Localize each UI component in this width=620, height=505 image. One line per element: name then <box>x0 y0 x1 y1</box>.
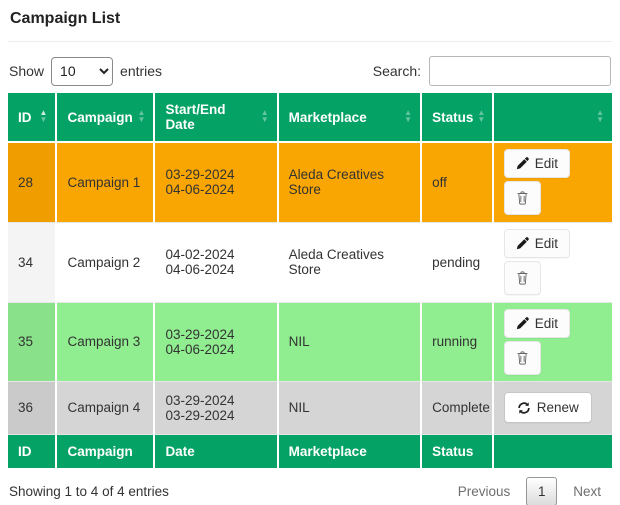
cell-marketplace: Aleda Creatives Store <box>277 142 423 223</box>
table-row: 35 Campaign 3 03-29-2024 04-06-2024 NIL … <box>8 302 612 382</box>
footer-header-id: ID <box>8 433 58 468</box>
show-label: Show <box>9 63 45 79</box>
cell-date: 03-29-2024 04-06-2024 <box>154 142 279 223</box>
header-row: ID ▲ ▼ Campaign ▲ ▼ Start/End Date ▲ ▼ Mark… <box>8 93 612 143</box>
cell-actions: Edit <box>492 302 612 382</box>
cell-marketplace: NIL <box>277 302 423 382</box>
sort-arrows-icon: ▲ ▼ <box>596 108 604 124</box>
sort-arrows-icon: ▲ ▼ <box>137 108 146 124</box>
cell-id: 35 <box>8 302 58 382</box>
cell-date: 03-29-2024 04-06-2024 <box>154 302 279 382</box>
cell-status: Complete <box>421 381 494 435</box>
pencil-icon <box>516 157 529 170</box>
edit-button[interactable]: Edit <box>503 308 571 338</box>
refresh-icon <box>517 401 531 415</box>
delete-button[interactable] <box>503 340 541 375</box>
sort-arrows-icon: ▲ ▼ <box>39 108 48 124</box>
page-length-control: Show 10 entries <box>9 56 163 86</box>
footer-header-date: Date <box>154 433 279 468</box>
cell-campaign: Campaign 2 <box>56 222 156 303</box>
footer-header-campaign: Campaign <box>56 433 156 468</box>
divider <box>8 41 612 42</box>
pencil-icon <box>516 237 529 250</box>
cell-status: off <box>421 142 494 223</box>
cell-actions: Edit <box>492 222 612 303</box>
cell-campaign: Campaign 1 <box>56 142 156 223</box>
cell-date: 04-02-2024 04-06-2024 <box>154 222 279 303</box>
column-header-date[interactable]: Start/End Date ▲ ▼ <box>154 93 279 143</box>
renew-button[interactable]: Renew <box>503 392 592 423</box>
trash-icon <box>516 191 529 205</box>
table-controls: Show 10 entries Search: <box>8 56 612 86</box>
search-label: Search: <box>372 63 421 79</box>
previous-page-button[interactable]: Previous <box>457 484 511 499</box>
cell-id: 28 <box>8 142 58 223</box>
column-header-status[interactable]: Status ▲ ▼ <box>421 93 494 143</box>
footer-header-actions <box>492 433 612 468</box>
column-header-id[interactable]: ID ▲ ▼ <box>8 93 58 143</box>
trash-icon <box>516 351 529 365</box>
cell-id: 36 <box>8 381 58 435</box>
entries-label: entries <box>120 63 163 79</box>
cell-date: 03-29-2024 03-29-2024 <box>154 381 279 435</box>
edit-button[interactable]: Edit <box>503 149 571 179</box>
next-page-button[interactable]: Next <box>573 484 601 499</box>
cell-id: 34 <box>8 222 58 303</box>
column-header-campaign[interactable]: Campaign ▲ ▼ <box>56 93 156 143</box>
cell-actions: Edit <box>492 142 612 223</box>
entries-info: Showing 1 to 4 of 4 entries <box>9 484 169 499</box>
sort-arrows-icon: ▲ ▼ <box>260 108 269 124</box>
footer-header-marketplace: Marketplace <box>277 433 423 468</box>
cell-marketplace: NIL <box>277 381 423 435</box>
page-number-button[interactable]: 1 <box>526 477 558 505</box>
sort-arrows-icon: ▲ ▼ <box>404 108 413 124</box>
cell-status: pending <box>421 222 494 303</box>
pagination: Previous 1 Next <box>448 477 611 505</box>
cell-status: running <box>421 302 494 382</box>
delete-button[interactable] <box>503 261 541 295</box>
table-footer: Showing 1 to 4 of 4 entries Previous 1 N… <box>8 477 612 505</box>
pencil-icon <box>516 316 529 330</box>
cell-actions: Renew <box>492 381 612 435</box>
footer-header-status: Status <box>421 433 494 468</box>
table-row: 36 Campaign 4 03-29-2024 03-29-2024 NIL … <box>8 381 612 435</box>
delete-button[interactable] <box>503 181 541 216</box>
cell-campaign: Campaign 4 <box>56 381 156 435</box>
page-title: Campaign List <box>10 10 121 27</box>
search-input[interactable] <box>429 56 611 86</box>
table-row: 28 Campaign 1 03-29-2024 04-06-2024 Aled… <box>8 142 612 223</box>
column-header-marketplace[interactable]: Marketplace ▲ ▼ <box>277 93 423 143</box>
trash-icon <box>516 271 529 285</box>
footer-header-row: ID Campaign Date Marketplace Status <box>8 433 612 468</box>
campaign-table: ID ▲ ▼ Campaign ▲ ▼ Start/End Date ▲ ▼ Mark… <box>8 93 612 468</box>
cell-campaign: Campaign 3 <box>56 302 156 382</box>
page-length-select[interactable]: 10 <box>51 56 114 86</box>
sort-arrows-icon: ▲ ▼ <box>477 108 486 124</box>
table-row: 34 Campaign 2 04-02-2024 04-06-2024 Aled… <box>8 222 612 303</box>
search-control: Search: <box>373 56 611 86</box>
column-header-actions[interactable]: ▲ ▼ <box>492 93 612 143</box>
cell-marketplace: Aleda Creatives Store <box>277 222 423 303</box>
edit-button[interactable]: Edit <box>503 229 571 258</box>
